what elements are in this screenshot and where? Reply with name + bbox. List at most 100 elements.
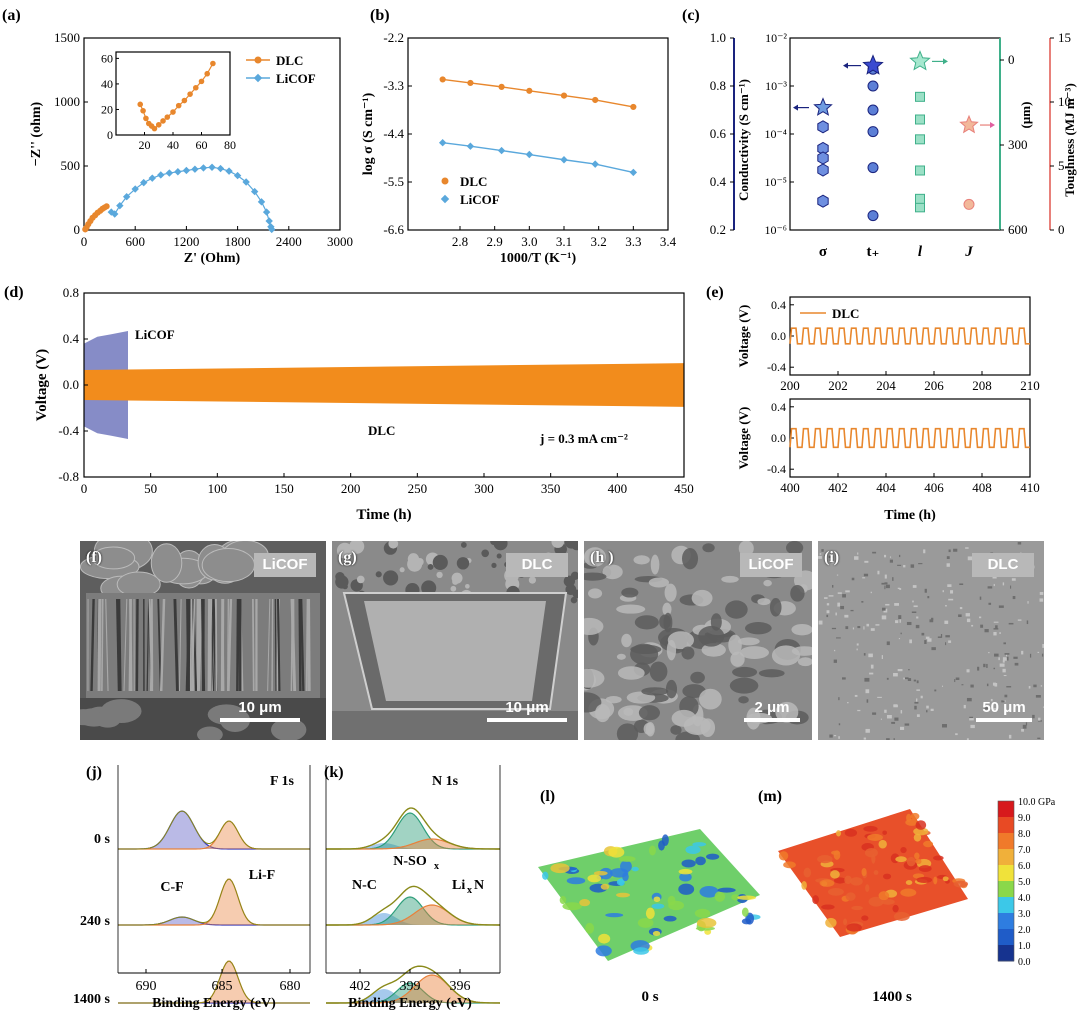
sem-grain [665,584,677,602]
data-point-LiCOF [149,175,155,181]
sem-grain [666,680,677,698]
y-tick-label-a: 1000 [54,94,80,109]
sem-speck [998,657,999,660]
x-tick-label-e: 408 [972,480,992,495]
sem-speck [905,723,910,725]
sem-grain [621,588,638,598]
sem-speck [917,714,920,717]
sem-speck [877,697,882,698]
x-axis-label-b: 1000/T (K⁻¹) [500,251,577,266]
data-point-LiCOF [264,209,270,215]
modulus-patch-m [843,918,847,925]
sem-speck [857,710,860,711]
surface-l [538,829,760,961]
sem-speck [1013,596,1016,599]
sem-speck [909,639,912,643]
modulus-patch-l [605,913,623,917]
colorbar-segment [998,817,1014,834]
colorbar-segment [998,913,1014,930]
modulus-patch-l [695,857,706,866]
modulus-patch-l [715,891,726,901]
data-point-DLC [104,204,109,209]
sem-speck [836,637,841,638]
sem-speck [945,635,950,637]
data-point-DLC [527,88,532,93]
legend-marker-LiCOF [442,196,449,203]
sem-speck [872,552,876,554]
sem-letter-i: (i) [824,549,839,567]
x-tick-label-d: 350 [541,481,561,496]
modulus-patch-l [652,904,665,909]
data-point-LiCOF [209,164,215,170]
sem-speck [865,729,869,733]
teal-tick-label: 600 [1008,222,1028,237]
sem-speck [845,590,850,592]
modulus-patch-m [812,895,819,904]
sem-speck [987,684,988,687]
sem-speck [818,556,822,559]
y-tick-label-a: 1500 [54,30,80,45]
sem-particle [436,572,442,578]
nso-label: N-SO [393,854,427,869]
sem-speck [853,627,854,629]
modulus-patch-l [601,884,610,890]
sem-particle [357,576,365,584]
sem-grain [759,669,785,677]
modulus-patch-m [883,874,891,880]
sem-speck [871,628,875,631]
sem-speck [949,549,951,552]
sem-speck [994,668,996,669]
sem-speck [905,677,909,679]
sem-grain [595,704,610,722]
colorbar-tick-label: 9.0 [1018,813,1031,824]
y-axis-label-e: Voltage (V) [736,407,751,470]
sem-speck [914,680,916,682]
inset-data-point [152,126,157,131]
voltage-trace-e-0 [790,328,1030,344]
modulus-patch-l [542,872,548,880]
modulus-patch-m [874,870,879,875]
sem-grain [682,548,698,569]
colorbar-tick-label: 6.0 [1018,861,1031,872]
sem-speck [926,637,930,639]
sem-speck [912,601,914,603]
sem-speck [914,605,918,607]
sem-speck [984,629,988,632]
j-x-tick-label: 690 [136,979,157,994]
sem-grain [202,549,254,582]
sem-speck [1004,675,1007,676]
y-axis-label-e: Voltage (V) [736,305,751,368]
category-label: l [918,244,923,260]
sem-speck [924,640,926,644]
x-tick-label-b: 3.0 [521,234,537,249]
y-tick-label-d: 0.0 [63,377,79,392]
sem-speck [967,738,969,740]
sem-speck [914,702,918,704]
sem-letter-f: (f) [86,549,102,567]
x-tick-label-e: 402 [828,480,848,495]
sem-speck [967,619,970,622]
sem-grain [790,585,804,602]
sem-speck [955,733,958,735]
lif-peak-fill [118,879,310,925]
sem-tag-i: DLC [972,553,1034,577]
modulus-patch-m [911,813,920,820]
sem-speck [1006,686,1011,687]
nso-label-sub: x [434,861,439,872]
sem-speck [947,584,951,587]
time-label: 1400 s [73,992,111,1007]
sem-speck [967,669,970,672]
data-point-LiCOF [630,169,636,175]
modulus-patch-m [900,888,916,896]
modulus-patch-l [608,847,624,858]
sem-speck [1038,718,1040,721]
sem-particle [450,586,456,592]
n1s-title: N 1s [432,774,459,789]
category-label: t₊ [867,244,880,260]
sem-grain [770,598,782,617]
sem-column [272,599,273,691]
